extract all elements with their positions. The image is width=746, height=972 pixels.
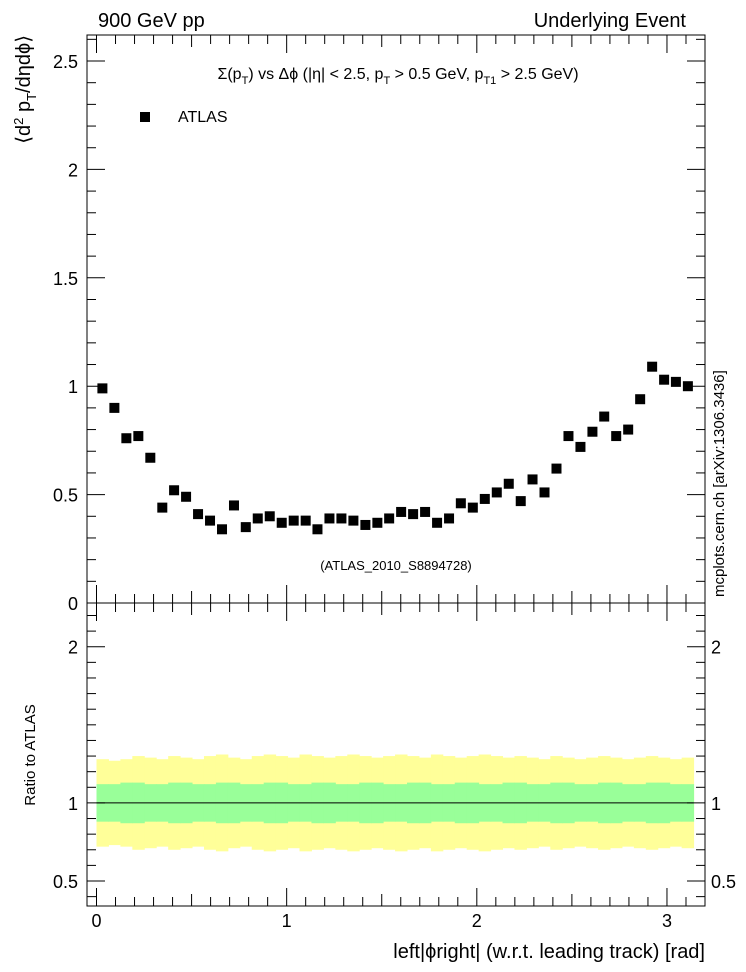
- data-point: [384, 513, 395, 524]
- x-tick-label: 2: [472, 911, 482, 931]
- ratio-y-tick-label-right: 1: [711, 794, 721, 814]
- data-point: [623, 424, 634, 435]
- data-point: [539, 487, 550, 498]
- data-point: [479, 493, 490, 504]
- data-point: [515, 496, 526, 507]
- x-tick-label: 1: [282, 911, 292, 931]
- y-tick-label: 0.5: [53, 486, 78, 506]
- data-point: [372, 517, 383, 528]
- data-point: [288, 515, 299, 526]
- y-tick-label: 2: [68, 160, 78, 180]
- header-left: 900 GeV pp: [98, 10, 205, 32]
- data-point: [240, 522, 251, 533]
- data-point: [336, 513, 347, 524]
- data-point: [181, 491, 192, 502]
- main-data-points: [97, 361, 693, 535]
- analysis-watermark: (ATLAS_2010_S8894728): [320, 558, 472, 573]
- data-point: [205, 515, 216, 526]
- data-point: [455, 498, 466, 509]
- data-point: [228, 500, 239, 511]
- data-point: [432, 517, 443, 528]
- x-tick-label: 3: [662, 911, 672, 931]
- data-point: [109, 402, 120, 413]
- data-point: [276, 517, 287, 528]
- ratio-y-tick-label-left: 2: [68, 638, 78, 658]
- y-tick-label: 2.5: [53, 52, 78, 72]
- data-point: [300, 515, 311, 526]
- data-point: [396, 506, 407, 517]
- data-point: [169, 485, 180, 496]
- ratio-y-ticks: 0.5 0.5 1 1 2 2: [53, 614, 736, 898]
- ratio-panel: 0.5 0.5 1 1 2 2 0 1 2 3 Ratio to ATLAS left|ϕrig…: [22, 602, 736, 963]
- data-point: [659, 374, 670, 385]
- ratio-y-tick-label-left: 1: [68, 794, 78, 814]
- data-point: [193, 509, 204, 520]
- ratio-frame: [86, 602, 706, 907]
- data-point: [408, 509, 419, 520]
- data-point: [467, 502, 478, 513]
- x-tick-label: 0: [91, 911, 101, 931]
- data-point: [264, 511, 275, 522]
- data-point: [551, 463, 562, 474]
- main-y-ticks: 0 0.5 1 1.5 2 2.5: [53, 38, 705, 614]
- data-point: [312, 524, 323, 535]
- data-point: [133, 431, 144, 442]
- main-title: Σ(pT) vs Δϕ (|η| < 2.5, pT > 0.5 GeV, pT…: [217, 66, 578, 87]
- y-tick-label: 1.5: [53, 269, 78, 289]
- data-point: [97, 383, 108, 394]
- ratio-y-tick-label-left: 0.5: [53, 872, 78, 892]
- data-point: [491, 487, 502, 498]
- ratio-y-axis-label: Ratio to ATLAS: [22, 704, 39, 805]
- data-point: [503, 478, 514, 489]
- ratio-y-tick-label-right: 0.5: [711, 872, 736, 892]
- legend: ATLAS: [140, 109, 228, 126]
- data-point: [360, 519, 371, 530]
- data-point: [217, 524, 228, 535]
- data-point: [670, 376, 681, 387]
- legend-label: ATLAS: [178, 109, 228, 126]
- data-point: [647, 361, 658, 372]
- main-x-ticks: [96, 35, 687, 603]
- main-y-axis-label: ⟨d2 pT/dηdϕ⟩: [11, 35, 39, 144]
- data-point: [587, 426, 598, 437]
- data-point: [324, 513, 335, 524]
- data-point: [145, 452, 156, 463]
- data-point: [635, 394, 646, 405]
- ratio-y-tick-label-right: 2: [711, 638, 721, 658]
- data-point: [121, 433, 132, 444]
- main-panel: 0 0.5 1 1.5 2 2.5 Σ(pT) vs Δϕ (|η| < 2.5, pT …: [11, 34, 706, 614]
- data-point: [348, 515, 359, 526]
- data-point: [420, 506, 431, 517]
- data-point: [252, 513, 263, 524]
- data-point: [563, 431, 574, 442]
- x-axis-label: left|ϕright| (w.r.t. leading track) [rad…: [393, 941, 705, 963]
- data-point: [444, 513, 455, 524]
- header-right: Underlying Event: [534, 10, 687, 32]
- data-point: [575, 441, 586, 452]
- y-tick-label: 1: [68, 377, 78, 397]
- side-watermark: mcplots.cern.ch [arXiv:1306.3436]: [711, 370, 728, 597]
- data-point: [611, 431, 622, 442]
- y-tick-label: 0: [68, 594, 78, 614]
- ratio-x-ticks: 0 1 2 3: [91, 603, 687, 931]
- data-point: [599, 411, 610, 422]
- data-point: [527, 474, 538, 485]
- data-point: [157, 502, 168, 513]
- legend-marker: [140, 112, 150, 122]
